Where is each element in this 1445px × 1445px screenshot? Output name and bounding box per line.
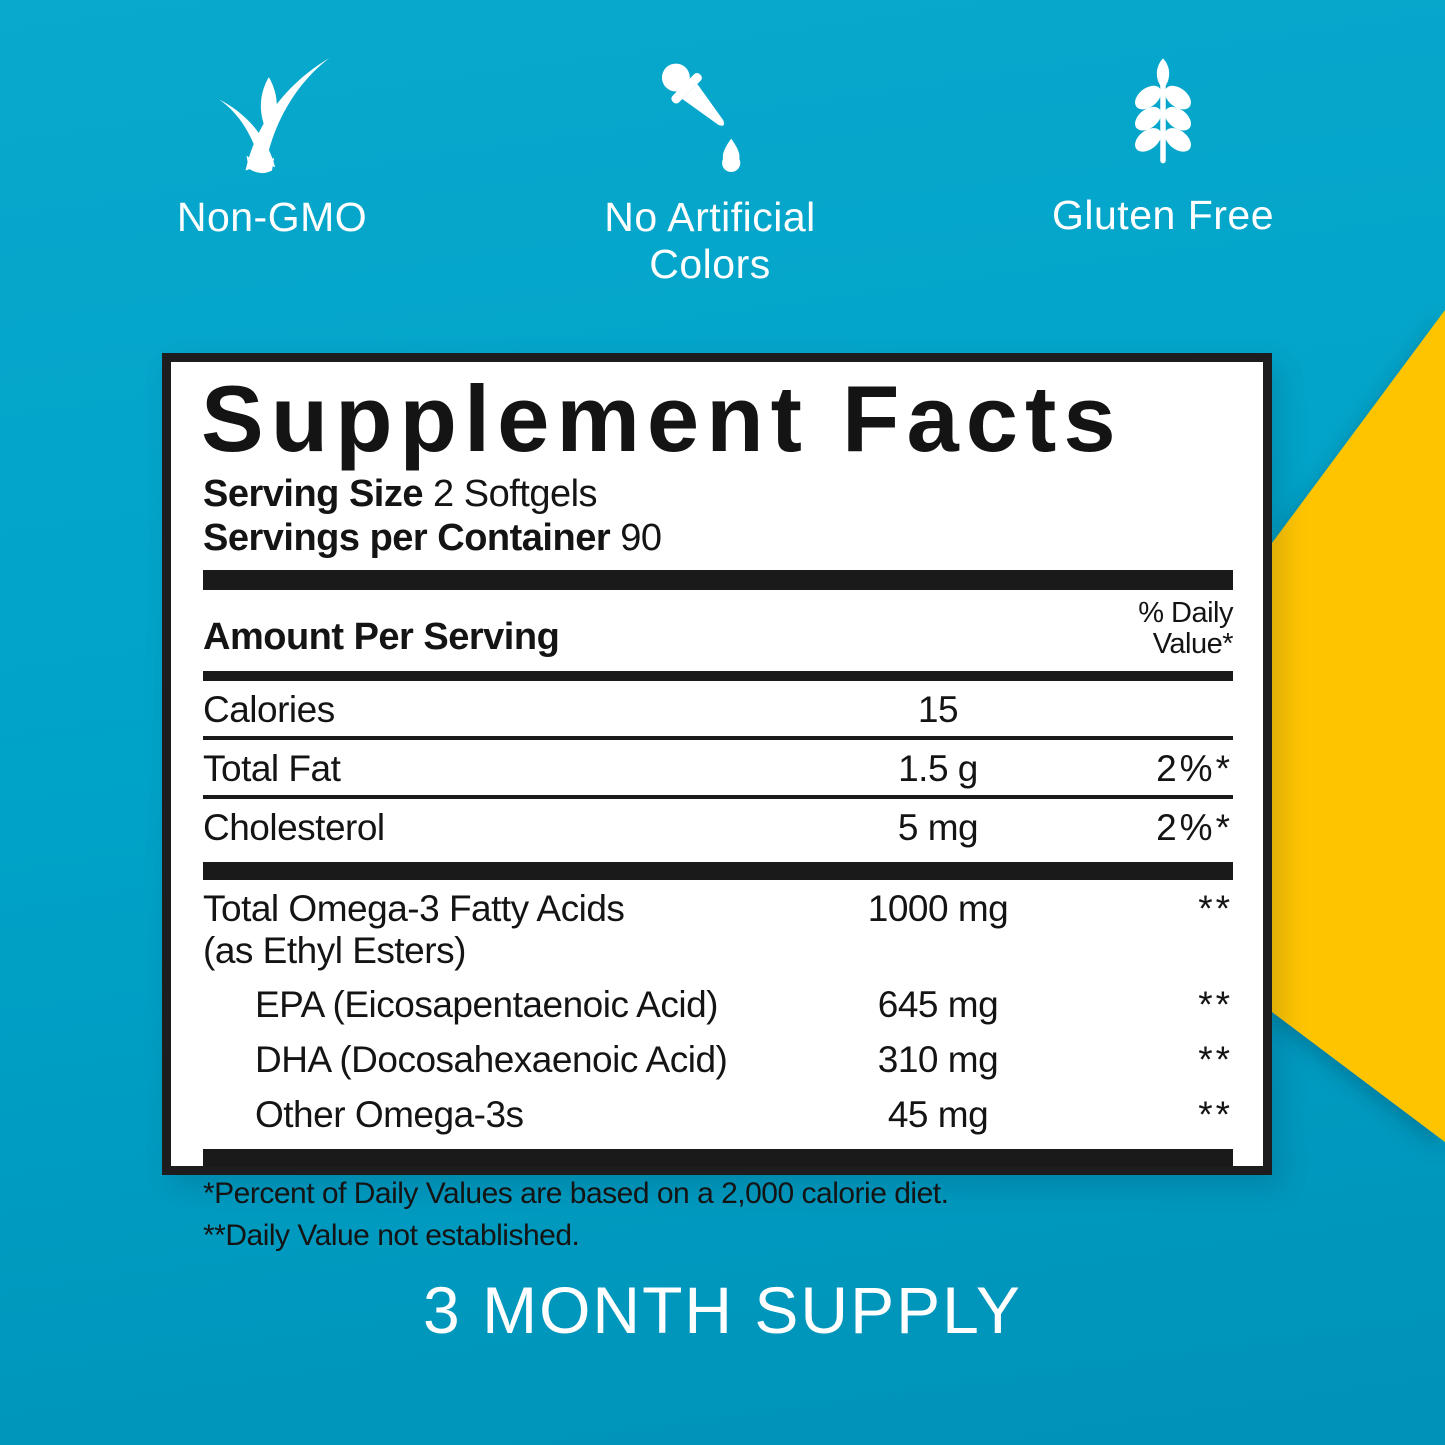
footnote-daily-values: *Percent of Daily Values are based on a … — [203, 1177, 949, 1211]
badge-no-artificial-colors: No Artificial Colors — [530, 52, 890, 288]
servings-per-container-value: 90 — [620, 516, 662, 559]
divider-thin — [203, 795, 1233, 800]
divider-thin — [203, 736, 1233, 741]
badge-label: Gluten Free — [1052, 192, 1274, 238]
table-row-total-fat: Total Fat 1.5 g 2%* — [203, 748, 1233, 790]
serving-size-line: Serving Size 2 Softgels — [203, 473, 1233, 516]
divider-medium — [203, 671, 1233, 682]
table-row-other-omega3s: Other Omega-3s 45 mg ** — [255, 1094, 1233, 1136]
badge-gluten-free: Gluten Free — [983, 50, 1343, 239]
badge-label: Non-GMO — [176, 194, 368, 240]
wheat-icon — [1116, 50, 1210, 178]
servings-per-container-line: Servings per Container 90 — [203, 516, 1233, 560]
serving-size-value: 2 Softgels — [433, 473, 598, 515]
divider-thick — [203, 569, 1233, 590]
servings-per-container-label: Servings per Container — [203, 516, 611, 559]
footnote-not-established: **Daily Value not established. — [203, 1218, 580, 1252]
omega3-subnote: (as Ethyl Esters) — [203, 929, 466, 971]
serving-size-label: Serving Size — [203, 473, 423, 515]
divider-thick — [203, 862, 1233, 881]
table-row-calories: Calories 15 — [203, 689, 959, 731]
supply-banner: 3 MONTH SUPPLY — [423, 1273, 1022, 1347]
supplement-facts-panel: Supplement Facts Serving Size 2 Softgels… — [162, 353, 1272, 1252]
amount-per-serving-header: Amount Per Serving — [203, 616, 560, 659]
divider-thick — [203, 1149, 1233, 1168]
table-row-dha: DHA (Docosahexaenoic Acid) 310 mg ** — [255, 1039, 1233, 1081]
badge-non-gmo: Non-GMO — [92, 52, 452, 241]
table-row-total-omega3: Total Omega-3 Fatty Acids (as Ethyl Este… — [203, 888, 1233, 971]
dropper-icon — [647, 52, 773, 180]
badge-label: No Artificial Colors — [604, 194, 816, 288]
table-row-cholesterol: Cholesterol 5 mg 2%* — [203, 807, 1233, 849]
daily-value-header: % Daily Value* — [1138, 596, 1233, 661]
table-header-row: Amount Per Serving % Daily Value* — [203, 596, 1234, 666]
footnotes: *Percent of Daily Values are based on a … — [203, 1175, 1233, 1254]
table-row-epa: EPA (Eicosapentaenoic Acid) 645 mg ** — [255, 984, 1233, 1026]
panel-title: Supplement Facts — [201, 366, 1123, 471]
plant-check-icon — [208, 52, 336, 180]
